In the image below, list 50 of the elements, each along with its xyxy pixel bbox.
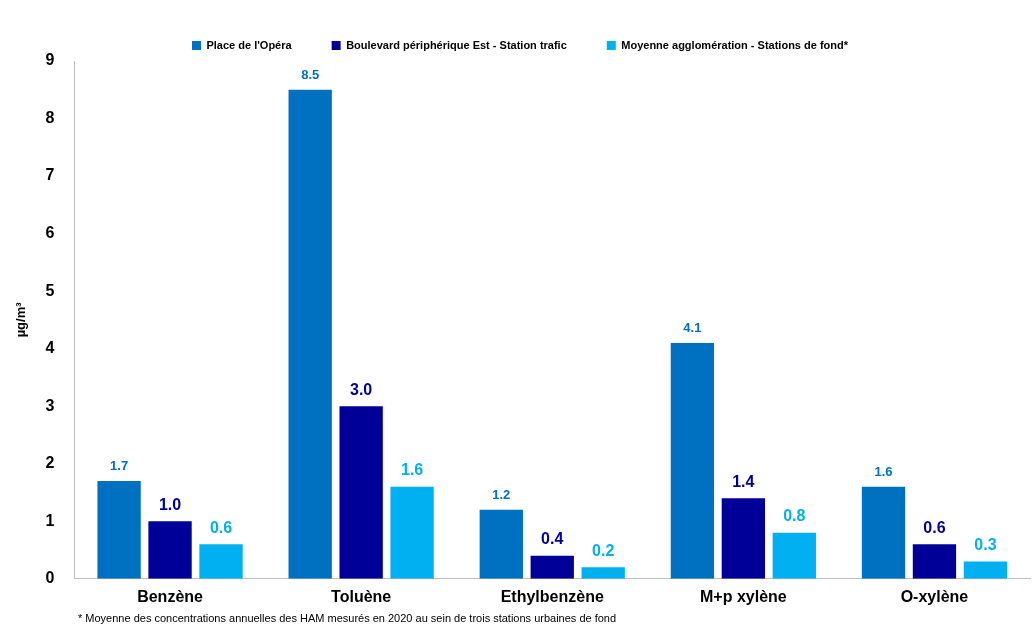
bar: [97, 480, 141, 579]
y-tick-label: 1: [45, 511, 55, 529]
legend-label: Boulevard périphérique Est - Station trafic: [346, 38, 567, 51]
y-tick-label: 3: [45, 396, 55, 414]
bar: [288, 89, 332, 579]
bar: [670, 342, 715, 579]
data-label: 8.5: [301, 66, 320, 82]
x-tick-label: Toluène: [331, 587, 392, 605]
data-label: 1.2: [492, 486, 511, 502]
data-label: 1.6: [400, 461, 424, 479]
y-axis-title: µg/m³: [13, 301, 29, 338]
data-label: 1.6: [874, 463, 893, 479]
text: * Moyenne des concentrations annuelles des HAM mesurés en 2020 au sein de trois stations urbaines de fond: [78, 612, 617, 624]
data-label: 0.6: [923, 518, 946, 536]
bar: [912, 544, 957, 579]
data-label: 1.7: [110, 458, 129, 474]
data-label: 1.4: [732, 472, 755, 490]
data-label: 1.0: [158, 495, 182, 513]
bar: [772, 532, 816, 579]
x-tick-label: O-xylène: [900, 587, 969, 605]
y-tick-label: 2: [45, 454, 55, 472]
bar: [530, 555, 574, 579]
legend-label: Moyenne agglomération - Stations de fond*: [621, 38, 849, 51]
x-tick-label: M+p xylène: [700, 587, 787, 605]
y-tick-label: 5: [45, 281, 55, 299]
y-tick-label: 9: [45, 51, 55, 69]
bar: [339, 406, 383, 579]
y-tick-label: 7: [45, 166, 55, 184]
y-tick-label: 8: [45, 108, 55, 126]
bar: [721, 498, 766, 579]
bar: [390, 486, 434, 579]
data-label: 4.1: [683, 319, 702, 335]
y-tick-label: 4: [45, 339, 55, 357]
legend-label: Place de l'Opéra: [206, 38, 293, 51]
bar: [963, 561, 1008, 579]
x-tick-label: Benzène: [137, 587, 204, 605]
bar: [199, 544, 243, 579]
data-label: 0.2: [592, 541, 615, 559]
bar: [479, 509, 523, 579]
data-label: 0.3: [974, 535, 997, 553]
y-tick-label: 6: [45, 224, 55, 242]
data-label: 0.6: [209, 518, 233, 536]
bar: [861, 486, 906, 579]
data-label: 0.4: [541, 530, 564, 548]
data-label: 3.0: [350, 380, 373, 398]
data-label: 0.8: [783, 507, 806, 525]
bar: [148, 521, 192, 579]
bar: [581, 567, 625, 579]
x-tick-label: Ethylbenzène: [500, 587, 604, 605]
y-tick-label: 0: [45, 569, 55, 587]
